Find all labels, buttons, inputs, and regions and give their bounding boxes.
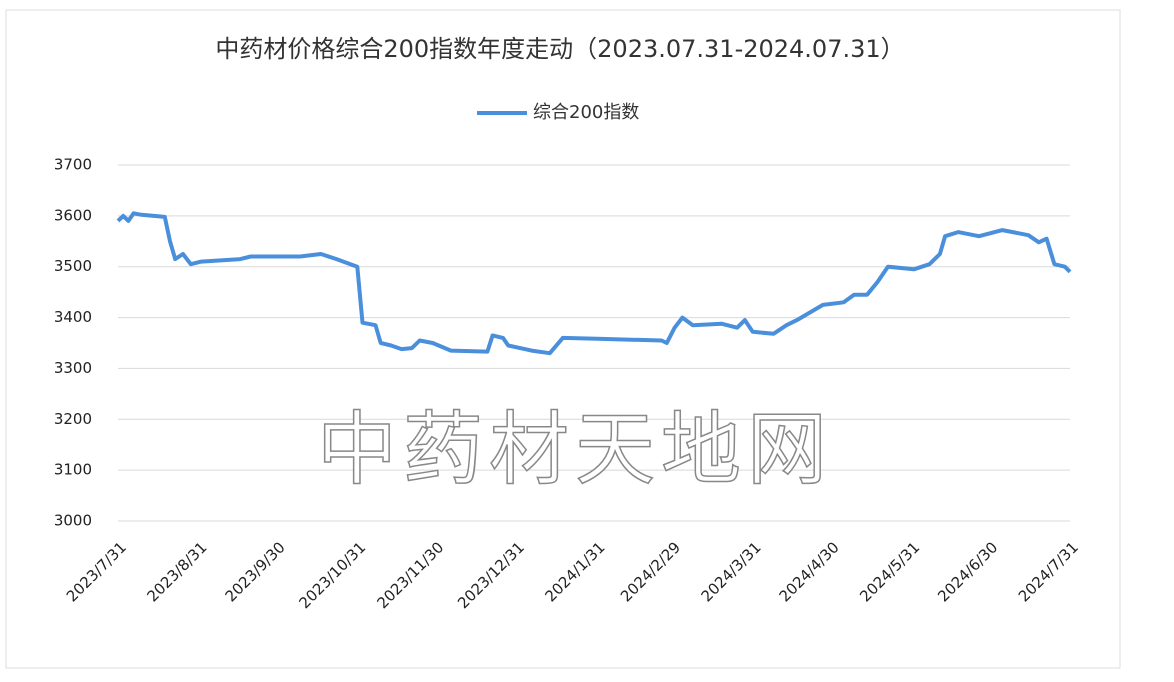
y-tick-label: 3500 [54,257,92,275]
y-tick-label: 3100 [54,461,92,479]
y-tick-label: 3200 [54,410,92,428]
legend-label: 综合200指数 [533,102,639,123]
chart-title: 中药材价格综合200指数年度走动（2023.07.31-2024.07.31） [215,35,904,63]
data-line [116,211,1072,356]
y-tick-label: 3600 [54,206,92,224]
y-tick-label: 3000 [54,512,92,530]
watermark: 中药材天地网 [317,403,833,496]
y-tick-label: 3700 [54,156,92,174]
y-tick-label: 3300 [54,359,92,377]
y-tick-label: 3400 [54,308,92,326]
